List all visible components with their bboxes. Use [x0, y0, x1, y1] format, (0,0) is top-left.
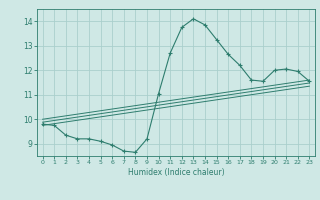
X-axis label: Humidex (Indice chaleur): Humidex (Indice chaleur)	[128, 168, 224, 177]
